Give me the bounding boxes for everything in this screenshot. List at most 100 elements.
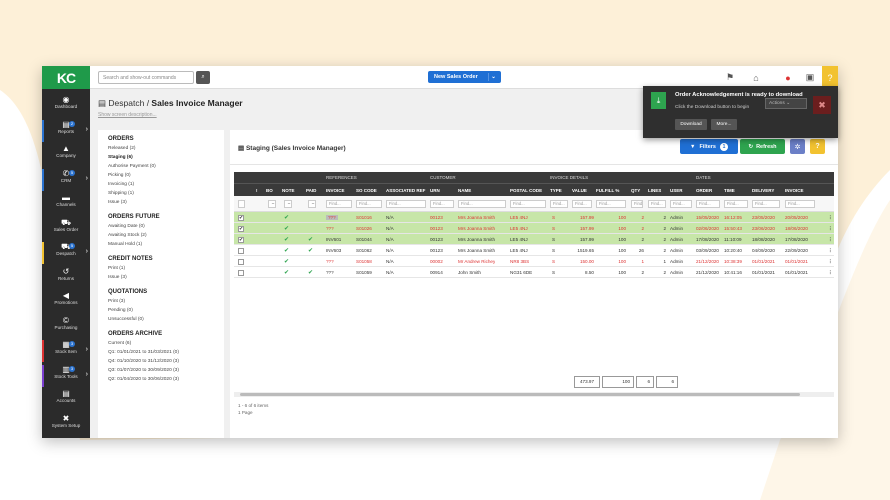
row-checkbox[interactable]: [238, 259, 244, 265]
sidebar-item-purchasing[interactable]: © Purchasing: [42, 316, 90, 338]
sidebar-item-despatch[interactable]: ⛟ Despatch 5 ›: [42, 242, 90, 264]
nav-item[interactable]: Q1: 01/01/2021 to 31/03/2021 (0): [108, 350, 179, 355]
help-icon[interactable]: ?: [822, 66, 838, 89]
column-header[interactable]: INVOICE: [785, 188, 804, 193]
flag-icon[interactable]: ⚑: [725, 72, 735, 82]
sidebar-item-crm[interactable]: ✆ CRM 5 ›: [42, 168, 90, 191]
table-row[interactable]: ✔ ✔ ✔ INV601 S01044 N/A 00123 Mrs Joanna Smith L…: [234, 234, 834, 245]
show-description-link[interactable]: Show screen description...: [98, 112, 157, 118]
settings-button[interactable]: ✲: [790, 139, 805, 154]
filters-button[interactable]: ▼ Filters 1: [680, 139, 738, 154]
cell-invoice[interactable]: INV601: [326, 237, 342, 242]
nav-item[interactable]: Shipping (1): [108, 191, 134, 196]
table-row[interactable]: ✔ ✔??? S01059 N/A 00914 John Smith NG31 6DE S 8.…: [234, 267, 834, 278]
nav-item[interactable]: Unsuccessful (0): [108, 317, 144, 322]
download-button[interactable]: Download: [675, 119, 707, 130]
table-row[interactable]: ✔ ✔??? S01026 N/A 00123 Mrs Joanna Smith LE5 4…: [234, 223, 834, 234]
nav-item[interactable]: Print (1): [108, 266, 126, 271]
cell-invoice[interactable]: INV603: [326, 248, 342, 253]
nav-item[interactable]: Released (2): [108, 146, 136, 151]
row-checkbox[interactable]: ✔: [238, 215, 244, 221]
sidebar-item-company[interactable]: ▲ Company: [42, 144, 90, 166]
app-logo[interactable]: KC: [42, 66, 90, 89]
filter-toggle[interactable]: –: [268, 200, 276, 208]
sidebar-item-returns[interactable]: ↺ Returns: [42, 267, 90, 289]
nav-item[interactable]: Awaiting Stock (2): [108, 233, 147, 238]
column-header[interactable]: INVOICE: [326, 188, 345, 193]
nav-item[interactable]: Current (6): [108, 341, 132, 346]
filter-input[interactable]: Find...: [724, 200, 748, 208]
filter-input[interactable]: Find...: [670, 200, 692, 208]
column-header[interactable]: BO: [266, 188, 273, 193]
cell-invoice[interactable]: ???: [326, 270, 334, 275]
sidebar-item-sales-order[interactable]: ⛟ Sales Order: [42, 218, 90, 240]
more-button[interactable]: More...: [711, 119, 737, 130]
nav-item[interactable]: Awaiting Date (0): [108, 224, 145, 229]
sidebar-item-stock-tools[interactable]: ▥ Stock Tools 3 ›: [42, 364, 90, 387]
filter-input[interactable]: Find...: [648, 200, 666, 208]
cell-so[interactable]: S01058: [356, 259, 372, 264]
filter-input[interactable]: Find...: [386, 200, 426, 208]
chevron-down-icon[interactable]: ⌄: [488, 73, 498, 81]
row-checkbox[interactable]: ✔: [238, 226, 244, 232]
row-checkbox[interactable]: ✔: [238, 237, 244, 243]
filter-toggle[interactable]: –: [284, 200, 292, 208]
nav-item[interactable]: Picking (0): [108, 173, 131, 178]
sidebar-item-reports[interactable]: ▤ Reports 2 ›: [42, 119, 90, 142]
cell-so[interactable]: S01059: [356, 270, 372, 275]
nav-item[interactable]: Issue (3): [108, 200, 127, 205]
column-header[interactable]: LINES: [648, 188, 662, 193]
column-header[interactable]: DELIVERY: [752, 188, 775, 193]
nav-item[interactable]: Authorise Payment (0): [108, 164, 156, 169]
nav-item[interactable]: Print (3): [108, 299, 126, 304]
filter-input[interactable]: Find...: [631, 200, 643, 208]
column-header[interactable]: URN: [430, 188, 440, 193]
column-header[interactable]: QTY: [631, 188, 641, 193]
column-header[interactable]: !: [256, 188, 258, 193]
column-header[interactable]: TIME: [724, 188, 735, 193]
column-header[interactable]: USER: [670, 188, 683, 193]
row-menu-icon[interactable]: ⋮: [828, 215, 833, 220]
sidebar-item-stock-item[interactable]: ▦ Stock Item 3 ›: [42, 340, 90, 362]
user-icon[interactable]: ▣: [805, 72, 815, 82]
column-header[interactable]: ORDER: [696, 188, 713, 193]
filter-input[interactable]: Find...: [356, 200, 382, 208]
column-header[interactable]: POSTAL CODE: [510, 188, 543, 193]
nav-item[interactable]: Q2: 01/04/2020 to 30/06/2020 (3): [108, 377, 179, 382]
nav-item[interactable]: Manual Hold (1): [108, 242, 143, 247]
row-menu-icon[interactable]: ⋮: [828, 226, 833, 231]
row-menu-icon[interactable]: ⋮: [828, 270, 833, 275]
new-sales-order-button[interactable]: New Sales Order ⌄: [428, 71, 501, 83]
filter-input[interactable]: Find...: [550, 200, 568, 208]
breadcrumb[interactable]: Despatch: [108, 98, 145, 108]
search-input[interactable]: Search and show-out commands: [98, 71, 194, 84]
column-header[interactable]: VALUE: [572, 188, 587, 193]
filter-input[interactable]: Find...: [430, 200, 454, 208]
filter-input[interactable]: Find...: [596, 200, 626, 208]
row-checkbox[interactable]: [238, 270, 244, 276]
filter-input[interactable]: Find...: [510, 200, 546, 208]
cell-so[interactable]: S01044: [356, 237, 372, 242]
table-row[interactable]: ✔??? S01058 N/A 00002 Mr Andrew Richey NR8 3B…: [234, 256, 834, 267]
filter-input[interactable]: Find...: [785, 200, 815, 208]
close-icon[interactable]: ✖: [813, 96, 831, 114]
cell-invoice[interactable]: ???: [326, 215, 338, 220]
cell-so[interactable]: S01016: [356, 215, 372, 220]
column-header[interactable]: FULFILL %: [596, 188, 620, 193]
cell-so[interactable]: S01062: [356, 248, 372, 253]
column-header[interactable]: SO CODE: [356, 188, 377, 193]
cell-invoice[interactable]: ???: [326, 226, 334, 231]
sidebar-item-accounts[interactable]: ▤ Accounts: [42, 389, 90, 411]
filter-input[interactable]: Find...: [458, 200, 506, 208]
scrollbar-thumb[interactable]: [240, 393, 800, 396]
filter-input[interactable]: Find...: [326, 200, 352, 208]
nav-item[interactable]: Q4: 01/10/2020 to 31/12/2020 (3): [108, 359, 179, 364]
column-header[interactable]: PAID: [306, 188, 317, 193]
filter-input[interactable]: Find...: [752, 200, 780, 208]
nav-item[interactable]: Staging (6): [108, 155, 133, 160]
sidebar-item-system-setup[interactable]: ✖ System Setup: [42, 414, 90, 436]
row-menu-icon[interactable]: ⋮: [828, 248, 833, 253]
row-checkbox[interactable]: [238, 248, 244, 254]
filter-input[interactable]: Find...: [696, 200, 720, 208]
select-all-checkbox[interactable]: [238, 200, 245, 208]
